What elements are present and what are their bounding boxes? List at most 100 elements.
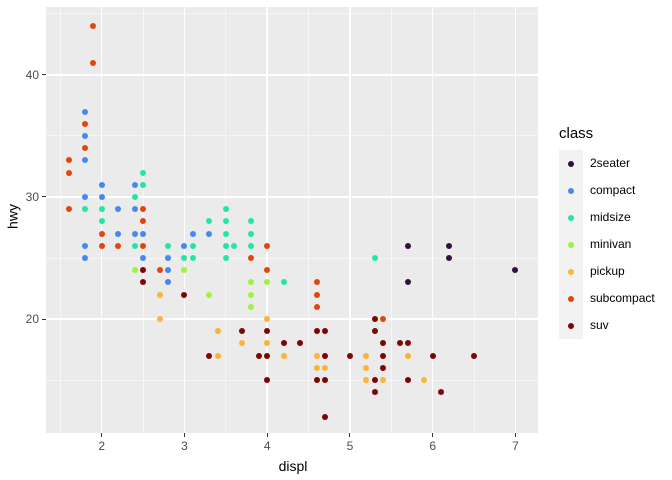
- data-point: [247, 303, 254, 310]
- data-point: [189, 255, 196, 261]
- legend-item-2seater: 2seater: [559, 150, 630, 177]
- legend-key: [559, 312, 583, 339]
- legend-label: midsize: [590, 210, 631, 224]
- legend-label: compact: [590, 183, 636, 197]
- data-point: [140, 267, 147, 274]
- gridline-minor-y: [46, 13, 538, 15]
- legend-item-minivan: minivan: [559, 231, 631, 258]
- legend-item-midsize: midsize: [559, 204, 631, 231]
- data-point: [313, 328, 320, 335]
- data-point: [264, 340, 271, 347]
- data-point: [65, 157, 72, 164]
- x-axis-tick: [432, 433, 434, 437]
- data-point: [98, 218, 105, 225]
- data-point: [214, 352, 221, 359]
- data-point: [346, 352, 353, 359]
- gridline-minor-y: [46, 257, 538, 259]
- data-point: [313, 279, 320, 286]
- gridline-minor-y: [46, 135, 538, 137]
- data-point: [231, 242, 238, 249]
- data-point: [280, 340, 287, 347]
- data-point: [82, 132, 89, 139]
- data-point: [115, 206, 122, 213]
- data-point: [90, 59, 97, 66]
- data-point: [164, 242, 171, 249]
- legend-swatch-suv-icon: [568, 322, 574, 329]
- data-point: [222, 206, 229, 213]
- data-point: [82, 120, 89, 127]
- data-point: [404, 340, 411, 347]
- gridline-major-x: [183, 7, 186, 433]
- data-point: [446, 242, 453, 249]
- legend-swatch-pickup-icon: [568, 268, 574, 275]
- x-tick-label: 7: [512, 439, 519, 453]
- data-point: [222, 255, 229, 261]
- legend-key: [559, 204, 583, 231]
- data-point: [380, 352, 387, 359]
- data-point: [222, 230, 229, 237]
- data-point: [371, 328, 378, 335]
- data-point: [380, 377, 387, 384]
- legend-key: [559, 231, 583, 258]
- data-point: [322, 328, 329, 335]
- data-point: [181, 291, 188, 298]
- data-point: [421, 377, 428, 384]
- data-point: [247, 218, 254, 225]
- data-point: [131, 193, 138, 200]
- legend-swatch-compact-icon: [568, 187, 574, 194]
- data-point: [214, 328, 221, 335]
- data-point: [239, 328, 246, 335]
- legend-swatch-minivan-icon: [568, 241, 574, 248]
- data-point: [82, 193, 89, 200]
- legend-swatch-subcompact-icon: [568, 295, 574, 302]
- data-point: [115, 230, 122, 237]
- data-point: [156, 267, 163, 274]
- data-point: [140, 230, 147, 237]
- gridline-minor-x: [59, 7, 61, 433]
- legend-swatch-2seater-icon: [568, 160, 574, 167]
- data-point: [313, 377, 320, 384]
- gridline-major-y: [46, 196, 538, 198]
- legend-item-suv: suv: [559, 312, 609, 339]
- data-point: [131, 267, 138, 274]
- data-point: [65, 206, 72, 213]
- data-point: [98, 242, 105, 249]
- data-point: [131, 206, 138, 213]
- legend-key: [559, 258, 583, 285]
- data-point: [297, 340, 304, 347]
- data-point: [222, 218, 229, 225]
- data-point: [322, 352, 329, 359]
- data-point: [363, 364, 370, 371]
- data-point: [247, 291, 254, 298]
- data-point: [82, 206, 89, 213]
- data-point: [164, 255, 171, 261]
- data-point: [98, 206, 105, 213]
- x-axis-tick: [349, 433, 351, 437]
- data-point: [140, 279, 147, 286]
- data-point: [264, 377, 271, 384]
- data-point: [280, 279, 287, 286]
- data-point: [247, 255, 254, 261]
- gridline-major-x: [431, 7, 434, 433]
- data-point: [98, 230, 105, 237]
- gridline-major-y: [46, 318, 538, 320]
- x-tick-label: 2: [98, 439, 106, 453]
- data-point: [264, 316, 271, 323]
- gridline-major-y: [46, 74, 538, 76]
- data-point: [82, 145, 89, 152]
- data-point: [181, 242, 188, 249]
- data-point: [371, 389, 378, 396]
- gridline-minor-x: [390, 7, 392, 433]
- data-point: [164, 279, 171, 286]
- data-point: [322, 364, 329, 371]
- gridline-minor-x: [473, 7, 475, 433]
- data-point: [82, 108, 89, 115]
- data-point: [404, 377, 411, 384]
- legend-label: pickup: [590, 264, 625, 278]
- data-point: [82, 255, 89, 261]
- x-axis-tick: [101, 433, 103, 437]
- legend-key: [559, 177, 583, 204]
- data-point: [404, 279, 411, 286]
- data-point: [264, 279, 271, 286]
